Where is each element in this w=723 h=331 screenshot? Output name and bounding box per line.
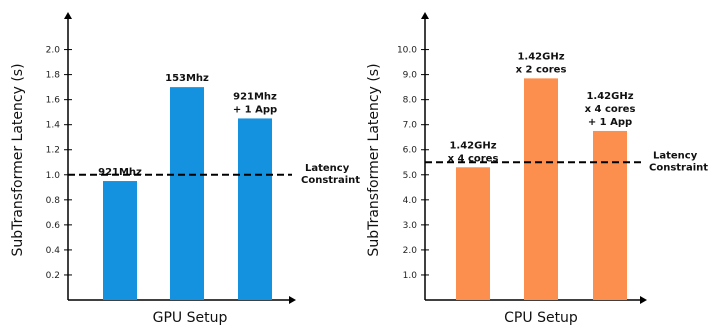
x-axis-arrow: [640, 296, 647, 304]
y-tick-label: 0.6: [46, 221, 61, 231]
reference-line-label-line: Latency: [305, 163, 350, 174]
bar: [524, 78, 558, 300]
reference-line-label: Latency Constraint: [649, 150, 708, 173]
bar: [170, 87, 204, 300]
bar-data-label: 153Mhz: [165, 73, 209, 84]
bar-data-label: 921Mhz: [98, 167, 142, 178]
y-tick-label: 2.0: [403, 246, 418, 256]
y-tick-label: 1.0: [403, 271, 418, 281]
y-tick-label: 4.0: [403, 196, 418, 206]
bar-data-label-line: 921Mhz: [233, 91, 277, 102]
bar-data-label-line: + 1 App: [233, 104, 277, 115]
y-tick-label: 3.0: [403, 221, 418, 231]
reference-line-label-line: Latency: [653, 150, 698, 161]
x-axis-title: CPU Setup: [504, 310, 578, 326]
y-tick-label: 0.2: [46, 271, 60, 281]
bar-data-label-line: 1.42GHz: [586, 91, 633, 102]
reference-line-label-line: Constraint: [301, 175, 360, 186]
y-axis-arrow: [64, 12, 72, 19]
y-tick-label: 0.4: [46, 246, 61, 256]
y-axis-arrow: [421, 12, 429, 19]
bar-data-label: 1.42GHz x 2 cores: [516, 51, 567, 75]
reference-line-label: Latency Constraint: [301, 163, 360, 186]
y-axis-title: SubTransformer Latency (s): [366, 63, 382, 256]
bar-data-label-line: 921Mhz: [98, 167, 142, 178]
y-tick-label: 1.2: [46, 146, 60, 156]
bar-data-label-line: x 2 cores: [516, 64, 567, 75]
bar: [456, 167, 490, 300]
bar: [238, 118, 272, 300]
y-tick-label: 5.0: [403, 171, 418, 181]
x-axis-title: GPU Setup: [153, 310, 228, 326]
y-tick-label: 1.6: [46, 96, 61, 106]
bar: [103, 181, 137, 300]
bar-data-label-line: x 4 cores: [585, 104, 636, 115]
bar: [593, 130, 627, 300]
bar-data-label-line: x 4 cores: [448, 153, 499, 164]
y-tick-label: 2.0: [46, 46, 61, 56]
y-tick-label: 10.0: [397, 46, 417, 56]
reference-line-label-line: Constraint: [649, 162, 708, 173]
y-tick-label: 1.8: [46, 71, 61, 81]
chart-panel-2: 1.0 2.0 3.0 4.0 5.0 6.0 7.0 8.0 9.0 10.0 1.42GHz x …: [366, 12, 708, 326]
y-axis-title: SubTransformer Latency (s): [10, 63, 26, 256]
y-tick-label: 9.0: [403, 71, 418, 81]
y-tick-label: 0.8: [46, 196, 61, 206]
chart-panel-1: 0.2 0.4 0.6 0.8 1.0 1.2 1.4 1.6 1.8 2.0 921Mhz 153M…: [10, 12, 360, 326]
y-tick-label: 7.0: [403, 121, 418, 131]
bar-data-label: 1.42GHz x 4 cores + 1 App: [585, 91, 636, 128]
bar-data-label: 921Mhz + 1 App: [233, 91, 277, 115]
y-tick-label: 1.0: [46, 171, 61, 181]
bar-data-label-line: 153Mhz: [165, 73, 209, 84]
bar-data-label-line: 1.42GHz: [517, 51, 564, 62]
y-tick-label: 8.0: [403, 96, 418, 106]
y-tick-label: 6.0: [403, 146, 418, 156]
y-tick-label: 1.4: [46, 121, 61, 131]
bar-data-label: 1.42GHz x 4 cores: [448, 140, 499, 164]
bar-data-label-line: 1.42GHz: [449, 140, 496, 151]
x-axis-arrow: [289, 296, 296, 304]
bar-data-label-line: + 1 App: [588, 117, 632, 128]
